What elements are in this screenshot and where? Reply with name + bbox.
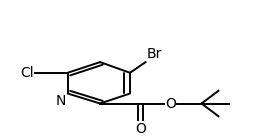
Text: N: N <box>56 94 66 108</box>
Text: Cl: Cl <box>20 66 34 80</box>
Text: Br: Br <box>147 47 162 61</box>
Text: O: O <box>135 122 146 136</box>
Text: O: O <box>165 96 176 111</box>
